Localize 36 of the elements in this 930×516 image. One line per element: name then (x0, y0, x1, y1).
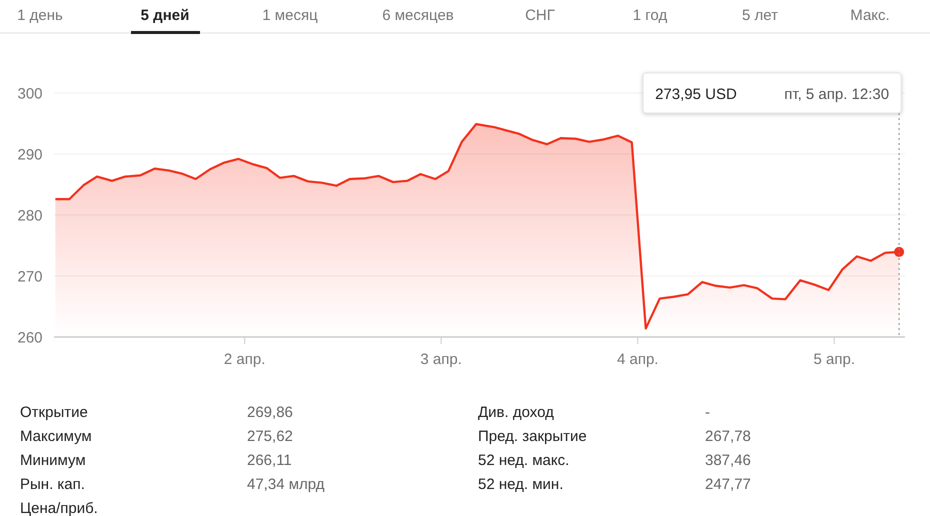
y-tick-label: 260 (17, 329, 43, 346)
x-tick-label: 5 апр. (814, 351, 855, 368)
x-tick-label: 4 апр. (616, 351, 658, 368)
annotation: 273,95 USD (655, 86, 737, 103)
text: 1 месяц (262, 7, 318, 24)
text: СНГ (525, 7, 555, 24)
text: Цена/приб. (20, 500, 98, 516)
text: Минимум (20, 452, 86, 469)
text: 247,77 (705, 476, 751, 493)
x-tick-label: 2 апр. (224, 351, 266, 368)
text: 1 год (632, 7, 668, 24)
text: 267,78 (705, 428, 751, 445)
text: Максимум (20, 428, 92, 445)
text: 266,11 (247, 452, 292, 469)
y-tick-label: 300 (17, 85, 43, 102)
text: Рын. кап. (20, 476, 85, 493)
text: Див. доход (478, 404, 554, 421)
text: 6 месяцев (382, 7, 454, 24)
y-tick-label: 290 (17, 146, 43, 164)
text: Пред. закрытие (478, 428, 587, 445)
text: 387,46 (705, 452, 751, 469)
text: 5 лет (742, 7, 778, 24)
ref-line-label: пт, 5 апр. 12:30 (784, 86, 890, 103)
text: 1 день (17, 7, 64, 24)
text: 5 дней (140, 7, 190, 24)
text: Открытие (20, 404, 88, 421)
text: - (705, 404, 710, 421)
text: Макс. (850, 7, 890, 24)
text: 52 нед. макс. (478, 452, 570, 469)
text: 269,86 (247, 404, 293, 421)
y-tick-label: 280 (17, 207, 43, 224)
text: 275,62 (247, 428, 293, 445)
text: 47,34 млрд (247, 476, 325, 493)
y-tick-label: 270 (17, 268, 43, 286)
text: 52 нед. мин. (478, 476, 564, 493)
x-tick-label: 3 апр. (420, 351, 462, 368)
